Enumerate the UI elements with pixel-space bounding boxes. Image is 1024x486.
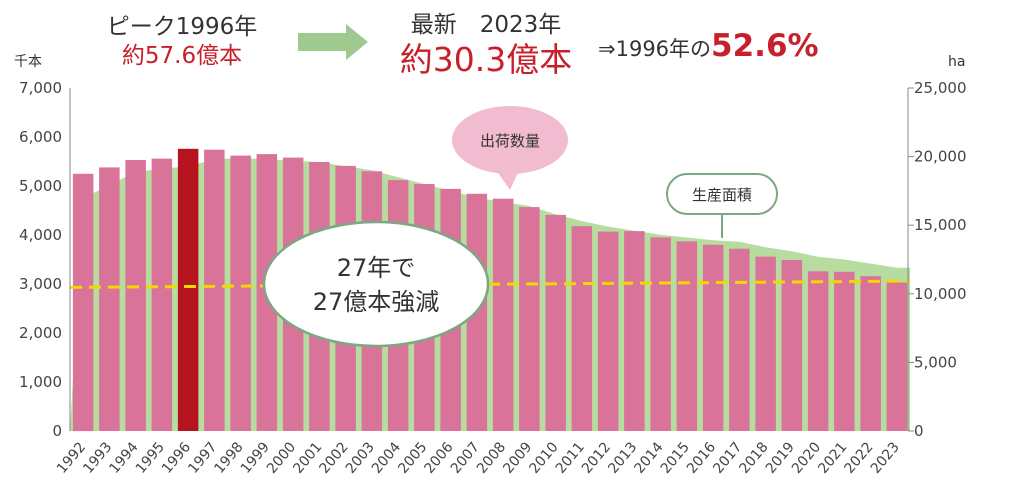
- x-tick-label: 1994: [106, 439, 141, 477]
- reduction-callout-bubble: [262, 220, 490, 348]
- x-tick-label: 2012: [579, 439, 614, 477]
- peak-label: ピーク1996年: [106, 14, 258, 40]
- bar-2012: [597, 231, 619, 431]
- area-callout-label: 生産面積: [692, 186, 752, 204]
- x-tick-label: 2023: [868, 439, 903, 477]
- reduction-callout: 27年で 27億本強減: [262, 220, 490, 348]
- x-tick-label: 1999: [238, 439, 273, 477]
- left-tick-label: 4,000: [19, 226, 62, 244]
- bar-2013: [624, 231, 645, 431]
- shipments-callout-bubble: [452, 106, 568, 174]
- bar-2015: [676, 241, 698, 431]
- x-tick-label: 2001: [290, 439, 325, 477]
- left-tick-label: 6,000: [19, 128, 62, 146]
- left-axis-unit: 千本: [14, 54, 42, 70]
- right-tick-label: 5,000: [914, 353, 957, 371]
- x-tick-label: 2006: [421, 439, 456, 477]
- ratio-summary: ⇒1996年の52.6%: [598, 28, 819, 64]
- left-tick-label: 1,000: [19, 373, 62, 391]
- bar-2009: [519, 207, 540, 431]
- x-tick-label: 1992: [54, 439, 89, 477]
- bar-2022: [860, 276, 881, 431]
- x-tick-label: 2019: [763, 439, 798, 477]
- x-tick-label: 1996: [159, 439, 194, 477]
- x-tick-label: 1993: [80, 439, 115, 477]
- x-tick-label: 1995: [133, 439, 168, 477]
- x-tick-label: 2011: [553, 439, 588, 477]
- x-tick-label: 2002: [316, 439, 351, 477]
- left-tick-label: 5,000: [19, 177, 62, 195]
- trend-layer: [69, 279, 911, 289]
- left-tick-label: 3,000: [19, 275, 62, 293]
- bar-2011: [571, 226, 593, 431]
- right-arrow-icon: [298, 24, 368, 60]
- x-tick-label: 2022: [841, 439, 876, 477]
- reduction-callout-line2: 27億本強減: [313, 288, 440, 316]
- bar-2021: [834, 271, 855, 432]
- bar-1998: [230, 155, 251, 431]
- right-tick-label: 25,000: [914, 79, 967, 97]
- x-tick-label: 2021: [815, 439, 850, 477]
- x-tick-label: 2017: [710, 439, 745, 477]
- right-tick-label: 20,000: [914, 148, 967, 166]
- bar-2020: [807, 271, 829, 431]
- bar-2019: [781, 260, 803, 431]
- x-tick-label: 2020: [789, 439, 824, 477]
- x-tick-label: 2015: [658, 439, 693, 477]
- bar-1995: [151, 158, 173, 431]
- x-tick-label: 2008: [474, 439, 509, 477]
- x-tick-label: 2009: [500, 439, 535, 477]
- reduction-callout-line1: 27年で: [337, 254, 416, 282]
- bar-2017: [729, 248, 750, 431]
- bar-1994: [125, 160, 146, 431]
- ratio-value: 52.6%: [711, 28, 819, 64]
- bar-2014: [650, 237, 671, 431]
- x-tick-label: 2003: [343, 439, 378, 477]
- right-tick-label: 10,000: [914, 285, 967, 303]
- latest-value: 約30.3億本: [399, 40, 573, 79]
- shipments-callout-label: 出荷数量: [480, 132, 540, 150]
- bar-1993: [99, 167, 120, 431]
- x-tick-label: 2013: [605, 439, 640, 477]
- shipments-callout: 出荷数量: [452, 106, 568, 190]
- x-tick-label: 2018: [736, 439, 771, 477]
- reduction-trend-line: [69, 279, 911, 289]
- x-tick-label: 2010: [526, 439, 561, 477]
- x-tick-label: 2007: [448, 439, 483, 477]
- area-callout-bubble: [666, 173, 778, 215]
- ratio-prefix: ⇒1996年の: [598, 37, 712, 61]
- area-callout: 生産面積: [666, 173, 778, 238]
- bar-2016: [702, 244, 724, 431]
- bar-2018: [755, 256, 776, 431]
- peak-value: 約57.6億本: [121, 43, 243, 69]
- bar-1996: [177, 148, 199, 432]
- x-tick-label: 2014: [631, 439, 666, 477]
- right-tick-label: 15,000: [914, 216, 967, 234]
- x-tick-label: 2004: [369, 439, 404, 477]
- left-tick-label: 7,000: [19, 79, 62, 97]
- x-tick-label: 1997: [185, 439, 220, 477]
- right-axis-unit: ha: [948, 54, 965, 70]
- latest-label: 最新 2023年: [410, 12, 562, 38]
- bar-2010: [545, 214, 566, 431]
- bar-1992: [72, 173, 94, 432]
- left-tick-label: 0: [52, 422, 62, 440]
- x-tick-label: 1998: [211, 439, 246, 477]
- x-tick-label: 2000: [264, 439, 299, 477]
- left-tick-label: 2,000: [19, 324, 62, 342]
- area-layer: [70, 158, 910, 431]
- x-tick-label: 2016: [684, 439, 719, 477]
- bar-1997: [204, 149, 225, 431]
- peak-summary: ピーク1996年 約57.6億本: [84, 12, 280, 70]
- bar-2008: [492, 198, 514, 431]
- latest-summary: 最新 2023年 約30.3億本: [376, 10, 596, 80]
- bar-2023: [886, 282, 908, 431]
- x-tick-label: 2005: [395, 439, 430, 477]
- production-area-fill: [70, 158, 910, 431]
- right-tick-label: 0: [914, 422, 924, 440]
